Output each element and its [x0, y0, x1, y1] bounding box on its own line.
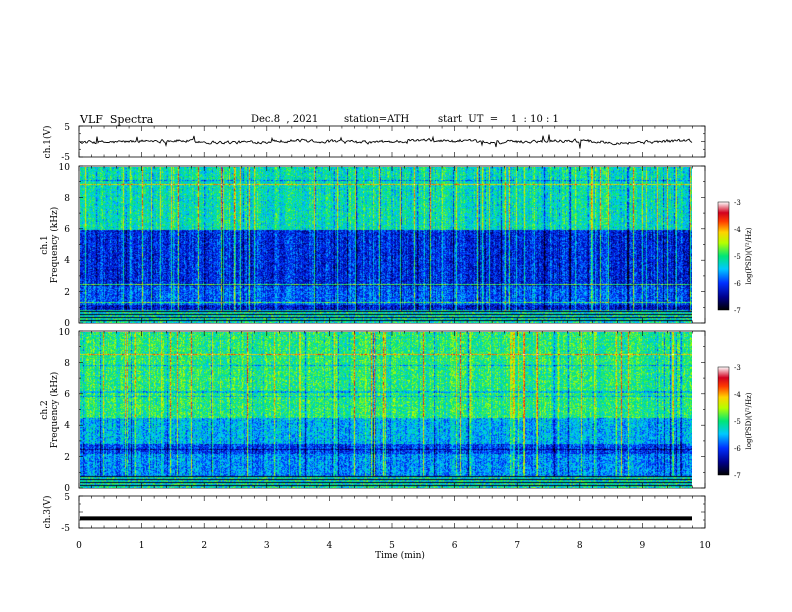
- axis-ticks: [78, 125, 706, 529]
- ch1-ytick-top: 5: [64, 123, 70, 133]
- xtick-4: 4: [327, 541, 333, 551]
- ch1-colorbar-tick-minus6: -6: [734, 280, 741, 288]
- ch1-ytick-4: 4: [64, 256, 70, 266]
- ch2-colorbar-tick-minus3: -3: [734, 364, 741, 372]
- figure-title: VLF Spectra: [80, 113, 154, 126]
- ch1-ytick-6: 6: [64, 225, 70, 235]
- ch2-ytick-10: 10: [59, 328, 71, 338]
- ch2-ytick-6: 6: [64, 390, 70, 400]
- ch2-ytick-8: 8: [64, 359, 70, 369]
- station-name: station=ATH: [344, 114, 410, 125]
- xtick-3: 3: [264, 541, 270, 551]
- ch2-ytick-2: 2: [64, 453, 70, 463]
- ch1-waveform-trace: [79, 134, 693, 149]
- ch1-ytick-10: 10: [59, 163, 71, 173]
- ch2-spectrogram-ylabel-frequency: Frequency (kHz): [49, 372, 60, 449]
- ch3-ytick-bottom: -5: [61, 524, 70, 534]
- ch2-colorbar-tick-minus5: -5: [734, 418, 741, 426]
- xtick-7: 7: [514, 541, 520, 551]
- ch1-colorbar-tick-minus4: -4: [734, 226, 741, 234]
- ch1-colorbar-label: log(PSD)(V²/Hz): [745, 227, 753, 284]
- xtick-10: 10: [699, 541, 711, 551]
- xtick-6: 6: [452, 541, 458, 551]
- ch1-ytick-8: 8: [64, 194, 70, 204]
- ch2-colorbar-tick-minus6: -6: [734, 445, 741, 453]
- x-axis: 0 1 2 3 4 5 6 7 8 9 10 Time (min): [76, 541, 711, 561]
- xtick-8: 8: [577, 541, 583, 551]
- ch1-ytick-bottom: -5: [61, 153, 70, 163]
- ch2-spectrogram-image: [80, 332, 692, 488]
- ch1-ytick-2: 2: [64, 288, 70, 298]
- ch3-waveform-ylabel: ch.3(V): [42, 496, 53, 529]
- x-axis-label: Time (min): [375, 550, 425, 561]
- ch1-colorbar: [717, 201, 730, 311]
- ch2-colorbar-tick-minus4: -4: [734, 391, 741, 399]
- ch2-colorbar-label: log(PSD)(V²/Hz): [745, 392, 753, 449]
- ch2-colorbar-tick-minus7: -7: [734, 472, 741, 480]
- recording-date: Dec.8 , 2021: [251, 114, 319, 125]
- ch1-spectrogram-ylabel-channel: ch.1: [40, 235, 50, 254]
- ch2-spectrogram-ylabel-channel: ch.2: [40, 400, 50, 419]
- ch2-ytick-0: 0: [64, 484, 70, 494]
- ch1-spectrogram-image: [80, 167, 692, 323]
- xtick-1: 1: [139, 541, 145, 551]
- ch1-colorbar-tick-minus7: -7: [734, 307, 741, 315]
- ch1-waveform-ylabel: ch.1(V): [42, 126, 53, 159]
- ch2-spectrogram-panel: 0 2 4 6 8 10 ch.2 Frequency (kHz) -3 -4 …: [40, 328, 753, 494]
- ch1-colorbar-tick-minus3: -3: [734, 199, 741, 207]
- ch2-colorbar: [717, 366, 730, 476]
- xtick-5: 5: [389, 541, 395, 551]
- ch3-ytick-top: 5: [64, 493, 70, 503]
- xtick-0: 0: [76, 541, 82, 551]
- ch1-ytick-0: 0: [64, 319, 70, 329]
- ch1-spectrogram-ylabel-frequency: Frequency (kHz): [49, 207, 60, 284]
- ch2-ytick-4: 4: [64, 421, 70, 431]
- ch1-colorbar-tick-minus5: -5: [734, 253, 741, 261]
- start-time: start UT = 1 : 10 : 1: [438, 114, 559, 125]
- xtick-9: 9: [640, 541, 646, 551]
- xtick-2: 2: [201, 541, 207, 551]
- ch1-spectrogram-panel: 0 2 4 6 8 10 ch.1 Frequency (kHz) -3 -4 …: [40, 163, 753, 329]
